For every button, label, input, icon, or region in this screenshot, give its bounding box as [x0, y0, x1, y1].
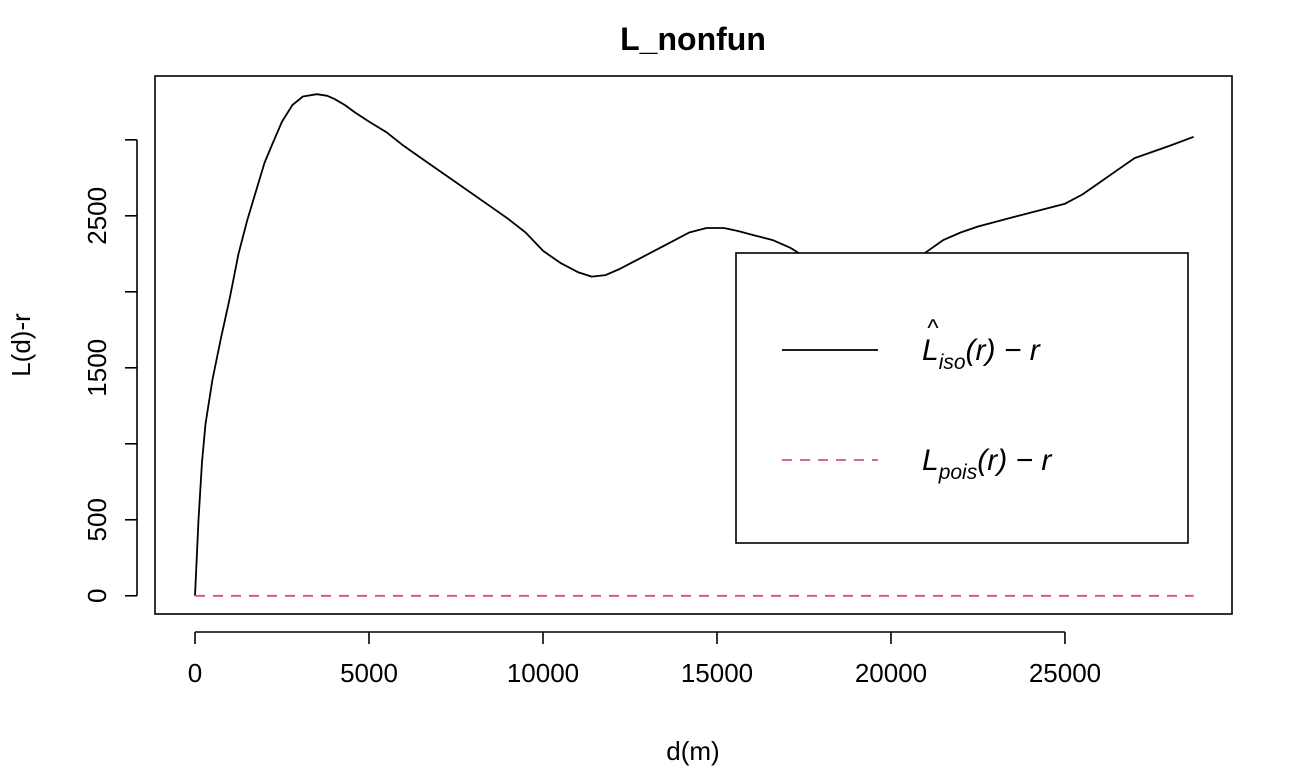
- legend-label-iso: Liso(r) − r: [922, 334, 1041, 374]
- x-axis-label: d(m): [666, 736, 719, 766]
- legend-hat-mark: ^: [927, 315, 939, 342]
- x-tick-label: 0: [188, 658, 202, 688]
- y-tick-label: 0: [82, 589, 112, 603]
- y-tick-label: 1500: [82, 339, 112, 397]
- x-tick-label: 25000: [1029, 658, 1101, 688]
- legend-label-pois: Lpois(r) − r: [922, 444, 1052, 484]
- chart-title: L_nonfun: [620, 21, 766, 57]
- x-axis: 0 5000 10000 15000 20000 25000: [188, 631, 1101, 688]
- y-tick-label: 500: [82, 498, 112, 541]
- series-layer: [194, 93, 1195, 597]
- plot-frame: [154, 75, 1233, 615]
- x-tick-label: 15000: [681, 658, 753, 688]
- y-tick-label: 2500: [82, 187, 112, 245]
- y-axis-label: L(d)-r: [6, 313, 36, 377]
- x-tick-label: 10000: [507, 658, 579, 688]
- y-axis: 0 500 1500 2500: [82, 139, 138, 603]
- legend-box: [735, 252, 1189, 544]
- x-tick-label: 20000: [855, 658, 927, 688]
- legend: Liso(r) − r^ Lpois(r) − r: [735, 252, 1189, 544]
- x-tick-label: 5000: [340, 658, 398, 688]
- series-line-liso: [194, 93, 1195, 596]
